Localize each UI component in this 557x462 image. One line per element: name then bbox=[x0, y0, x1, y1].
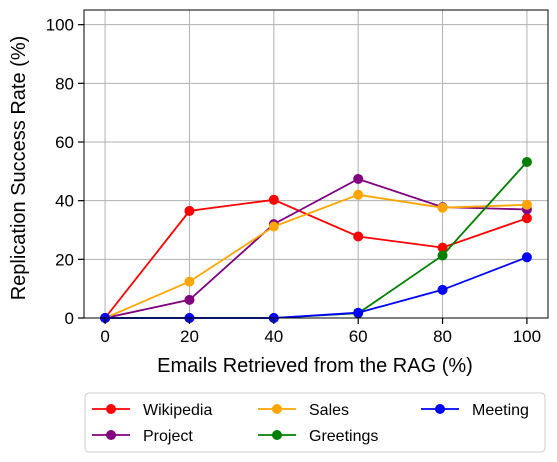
x-axis-label: Emails Retrieved from the RAG (%) bbox=[157, 355, 473, 377]
legend-label-project: Project bbox=[143, 428, 193, 445]
plot-frame bbox=[83, 9, 549, 319]
data-point-wikipedia bbox=[184, 205, 195, 216]
legend-label-sales: Sales bbox=[309, 402, 349, 419]
data-point-wikipedia bbox=[437, 242, 448, 253]
data-point-wikipedia bbox=[268, 194, 279, 205]
data-point-sales bbox=[521, 199, 532, 210]
series-sales bbox=[100, 189, 532, 323]
series-line-meeting bbox=[105, 256, 528, 319]
legend-label-wikipedia: Wikipedia bbox=[143, 402, 212, 419]
legend-marker-wikipedia bbox=[106, 404, 116, 414]
series-meeting bbox=[100, 252, 532, 323]
data-point-wikipedia bbox=[521, 213, 532, 224]
data-point-greetings bbox=[521, 156, 532, 167]
x-tick-label: 40 bbox=[264, 327, 283, 346]
data-point-sales bbox=[437, 202, 448, 213]
series-line-sales bbox=[104, 193, 527, 319]
x-tick-label: 60 bbox=[349, 327, 368, 346]
data-point-sales bbox=[268, 221, 279, 232]
legend-item-wikipedia: Wikipedia bbox=[92, 402, 212, 419]
series-project bbox=[100, 173, 532, 323]
legend-label-meeting: Meeting bbox=[472, 402, 529, 419]
legend-item-project: Project bbox=[92, 428, 193, 445]
x-tick-label: 20 bbox=[180, 327, 199, 346]
data-point-sales bbox=[353, 189, 364, 200]
grid-lines bbox=[84, 10, 548, 319]
y-tick-label: 20 bbox=[55, 250, 74, 269]
legend-frame bbox=[84, 392, 546, 453]
data-point-meeting bbox=[521, 252, 532, 263]
series-line-wikipedia bbox=[104, 198, 528, 319]
y-tick-label: 0 bbox=[65, 309, 74, 328]
series-line-project bbox=[104, 178, 527, 319]
legend-marker-sales bbox=[272, 404, 282, 414]
data-point-meeting bbox=[437, 284, 448, 295]
legend-label-greetings: Greetings bbox=[309, 428, 378, 445]
data-point-wikipedia bbox=[353, 231, 364, 242]
y-tick-label: 80 bbox=[55, 74, 74, 93]
x-tick-label: 80 bbox=[433, 327, 452, 346]
legend-marker-meeting bbox=[435, 404, 445, 414]
y-tick-label: 40 bbox=[55, 192, 74, 211]
legend-marker-greetings bbox=[272, 430, 282, 440]
data-point-project bbox=[353, 173, 364, 184]
data-point-sales bbox=[184, 276, 195, 287]
y-axis-label: Replication Success Rate (%) bbox=[8, 36, 30, 301]
legend-item-greetings: Greetings bbox=[258, 428, 378, 445]
axis-ticks: 0 20 40 60 80 100 0 20 40 60 80 100 bbox=[46, 16, 541, 346]
legend-item-sales: Sales bbox=[258, 402, 349, 419]
series-layer bbox=[100, 156, 532, 323]
legend: Wikipedia Project Sales Greetings Meeting bbox=[84, 392, 546, 453]
data-point-meeting bbox=[353, 307, 364, 318]
y-tick-label: 60 bbox=[55, 133, 74, 152]
data-point-greetings bbox=[437, 250, 448, 261]
data-point-project bbox=[184, 294, 195, 305]
y-tick-label: 100 bbox=[46, 16, 74, 35]
legend-marker-project bbox=[106, 430, 116, 440]
legend-item-meeting: Meeting bbox=[421, 402, 529, 419]
x-tick-label: 100 bbox=[513, 327, 541, 346]
x-tick-label: 0 bbox=[100, 327, 109, 346]
